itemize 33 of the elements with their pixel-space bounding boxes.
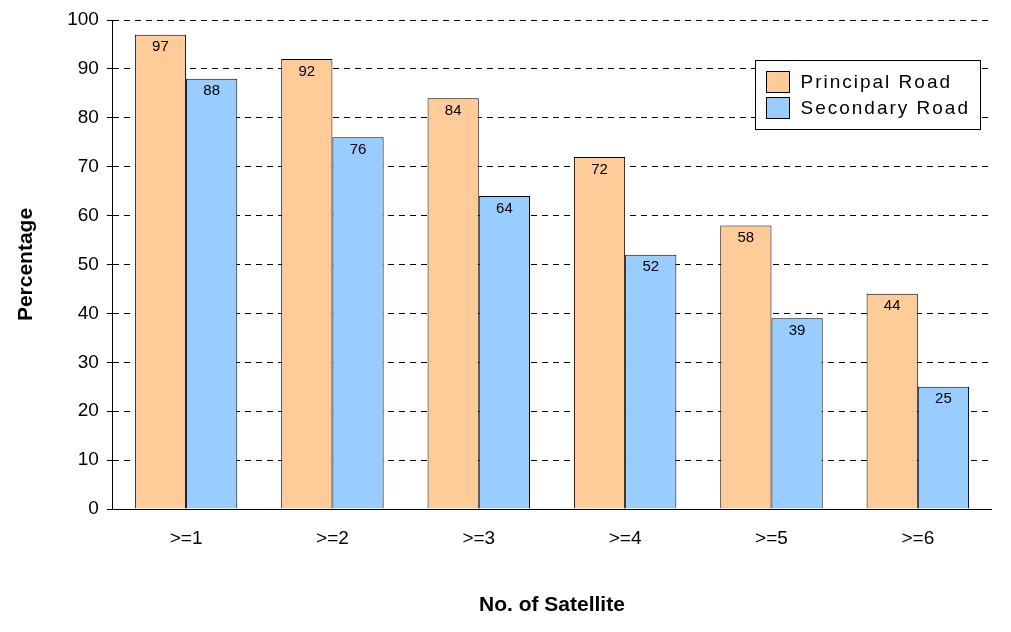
data-label: 92: [298, 61, 316, 79]
data-label: 25: [935, 389, 952, 407]
y-tick-label: 30: [77, 350, 99, 372]
y-axis-title: Percentage: [13, 207, 37, 322]
y-tick-label: 50: [77, 252, 99, 274]
y-tick-label: 20: [77, 399, 99, 421]
data-label: 97: [152, 37, 169, 55]
x-tick-label: >=5: [755, 526, 788, 548]
data-label: 84: [444, 100, 462, 118]
y-tick-label: 10: [77, 448, 99, 470]
legend-label: Principal Road: [800, 71, 953, 93]
y-tick-label: 100: [67, 8, 99, 30]
y-tick-label: 60: [77, 203, 99, 225]
y-tick-label: 80: [77, 106, 99, 128]
y-tick-label: 40: [77, 301, 99, 323]
data-label: 39: [788, 320, 806, 338]
x-tick-label: >=2: [316, 526, 349, 548]
x-tick-label: >=3: [462, 526, 496, 548]
data-label: 76: [349, 140, 367, 157]
legend-label: Secondary Road: [800, 97, 970, 119]
data-label: 58: [737, 228, 755, 246]
data-label: 64: [496, 198, 513, 216]
data-label: 88: [203, 81, 221, 99]
data-label: 44: [883, 296, 901, 314]
x-tick-label: >=4: [608, 526, 642, 548]
x-tick-label: >=1: [169, 526, 203, 548]
data-label: 72: [591, 159, 608, 177]
y-tick-label: 90: [77, 57, 99, 79]
x-axis-title: No. of Satellite: [479, 592, 625, 616]
y-tick-label: 70: [77, 154, 99, 176]
x-tick-label: >=6: [901, 526, 935, 548]
data-label: 52: [642, 257, 660, 275]
y-tick-label: 0: [88, 497, 99, 519]
